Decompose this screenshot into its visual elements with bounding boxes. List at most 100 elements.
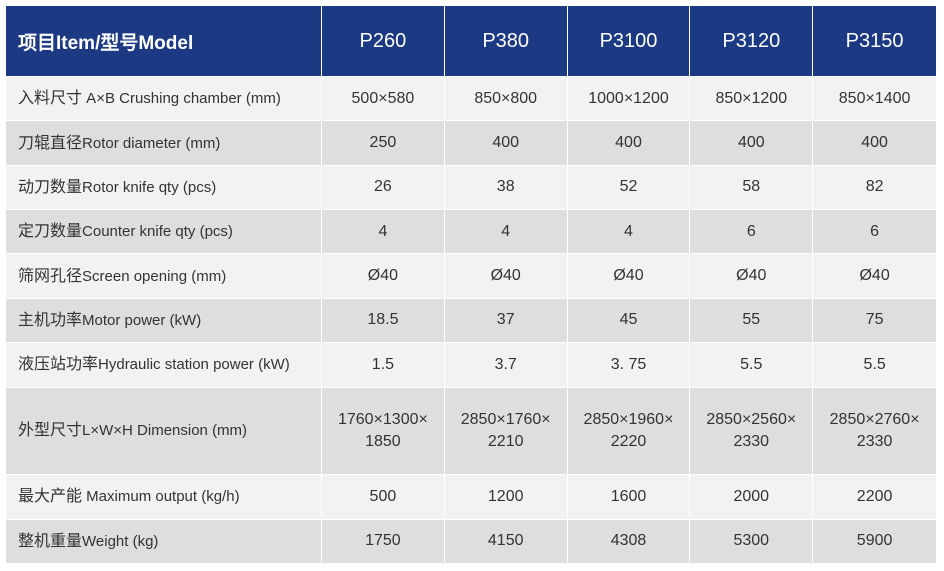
table-cell: 4150 bbox=[444, 519, 568, 564]
table-cell: Ø40 bbox=[444, 254, 568, 299]
model-header: P3100 bbox=[567, 6, 691, 77]
table-cell: 850×1400 bbox=[813, 77, 936, 122]
table-cell: 37 bbox=[444, 298, 568, 344]
table-cell: 6 bbox=[690, 210, 814, 255]
table-cell: 55 bbox=[690, 298, 814, 344]
row-label-zh: 筛网孔径 bbox=[18, 265, 83, 285]
row-label-en: Rotor knife qty (pcs) bbox=[82, 178, 217, 196]
table-cell: 2850×1960× 2220 bbox=[567, 387, 691, 476]
cell-line-1: 2850×1960× bbox=[583, 410, 674, 428]
table-cell: 1.5 bbox=[322, 343, 445, 388]
table-cell: 4 bbox=[322, 210, 445, 255]
table-cell: 2000 bbox=[690, 475, 814, 520]
table-row: 最大产能 Maximum output (kg/h) 500 1200 1600 200… bbox=[6, 475, 936, 520]
row-label-zh: 最大产能 bbox=[18, 486, 83, 506]
table-cell: 82 bbox=[813, 165, 936, 211]
cell-line-1: 2850×1760× bbox=[460, 410, 551, 428]
table-cell: 5300 bbox=[690, 519, 814, 564]
spec-table: 项目Item/型号Model P260 P380 P3100 P3120 P31… bbox=[6, 6, 936, 564]
row-label: 动刀数量Rotor knife qty (pcs) bbox=[6, 165, 322, 211]
header-row: 项目Item/型号Model P260 P380 P3100 P3120 P31… bbox=[6, 6, 936, 77]
table-row: 定刀数量Counter knife qty (pcs) 4 4 4 6 6 bbox=[6, 210, 936, 255]
table-cell: 400 bbox=[567, 121, 691, 166]
table-cell: Ø40 bbox=[813, 254, 936, 299]
table-cell: 5.5 bbox=[813, 343, 936, 388]
row-label-en: Weight (kg) bbox=[82, 532, 159, 550]
table-cell: 58 bbox=[690, 165, 814, 211]
table-row: 入料尺寸 A×B Crushing chamber (mm) 500×580 850… bbox=[6, 77, 936, 122]
cell-line-2: 1850 bbox=[365, 432, 401, 450]
table-cell: 26 bbox=[322, 165, 445, 211]
table-cell: 850×800 bbox=[444, 77, 568, 122]
table-cell: Ø40 bbox=[322, 254, 445, 299]
row-label: 液压站功率Hydraulic station power (kW) bbox=[6, 343, 322, 388]
table-cell: 2200 bbox=[813, 475, 936, 520]
model-header: P3150 bbox=[813, 6, 936, 77]
table-cell: 400 bbox=[444, 121, 568, 166]
row-label-zh: 液压站功率 bbox=[18, 354, 99, 374]
table-row: 液压站功率Hydraulic station power (kW) 1.5 3.7 3… bbox=[6, 343, 936, 388]
row-label: 最大产能 Maximum output (kg/h) bbox=[6, 475, 322, 520]
table-cell: 5900 bbox=[813, 519, 936, 564]
table-cell: 400 bbox=[690, 121, 814, 166]
row-label: 入料尺寸 A×B Crushing chamber (mm) bbox=[6, 77, 322, 122]
cell-line-2: 2210 bbox=[487, 432, 524, 450]
row-label-en: A×B Crushing chamber (mm) bbox=[82, 90, 281, 108]
row-label: 主机功率Motor power (kW) bbox=[6, 298, 322, 344]
row-label-en: Motor power (kW) bbox=[82, 311, 202, 329]
table-cell: 6 bbox=[813, 210, 936, 255]
row-label-zh: 入料尺寸 bbox=[18, 88, 83, 108]
row-label-zh: 刀辊直径 bbox=[18, 132, 83, 152]
table-cell: 3.7 bbox=[444, 343, 568, 388]
row-label: 整机重量Weight (kg) bbox=[6, 519, 322, 564]
row-label-en: Counter knife qty (pcs) bbox=[82, 223, 233, 241]
table-cell: 18.5 bbox=[322, 298, 445, 344]
row-label: 筛网孔径Screen opening (mm) bbox=[6, 254, 322, 299]
table-row: 主机功率Motor power (kW) 18.5 37 45 55 75 bbox=[6, 298, 936, 344]
table-row: 外型尺寸L×W×H Dimension (mm) 1760×1300× 1850 28… bbox=[6, 387, 936, 476]
table-cell: 4 bbox=[567, 210, 691, 255]
cell-line-2: 2330 bbox=[733, 432, 770, 450]
row-label-zh: 定刀数量 bbox=[18, 221, 83, 241]
header-item-model: 项目Item/型号Model bbox=[6, 6, 322, 77]
cell-line-2: 2330 bbox=[856, 432, 893, 450]
table-cell: 2850×1760× 2210 bbox=[444, 387, 568, 476]
cell-line-1: 1760×1300× bbox=[337, 410, 428, 428]
table-cell: 3. 75 bbox=[567, 343, 691, 388]
table-cell: 52 bbox=[567, 165, 691, 211]
table-row: 筛网孔径Screen opening (mm) Ø40 Ø40 Ø40 Ø40 Ø40 bbox=[6, 254, 936, 299]
table-cell: 850×1200 bbox=[690, 77, 814, 122]
row-label-en: Maximum output (kg/h) bbox=[82, 488, 240, 506]
row-label-zh: 外型尺寸 bbox=[18, 420, 83, 440]
table-cell: Ø40 bbox=[567, 254, 691, 299]
table-cell: 250 bbox=[322, 121, 445, 166]
table-cell: 1200 bbox=[444, 475, 568, 520]
table-cell: Ø40 bbox=[690, 254, 814, 299]
table-cell: 2850×2560× 2330 bbox=[690, 387, 814, 476]
table-cell: 500 bbox=[322, 475, 445, 520]
cell-line-1: 2850×2760× bbox=[829, 410, 920, 428]
row-label-en: Rotor diameter (mm) bbox=[82, 134, 221, 152]
table-row: 刀辊直径Rotor diameter (mm) 250 400 400 400 400 bbox=[6, 121, 936, 166]
model-header: P260 bbox=[322, 6, 445, 77]
cell-line-1: 2850×2560× bbox=[706, 410, 797, 428]
table-cell: 1760×1300× 1850 bbox=[322, 387, 445, 476]
row-label-en: Hydraulic station power (kW) bbox=[98, 356, 290, 374]
table-row: 动刀数量Rotor knife qty (pcs) 26 38 52 58 82 bbox=[6, 165, 936, 211]
cell-line-2: 2220 bbox=[610, 432, 647, 450]
table-cell: 75 bbox=[813, 298, 936, 344]
table-cell: 4308 bbox=[567, 519, 691, 564]
row-label-en: L×W×H Dimension (mm) bbox=[82, 422, 248, 440]
row-label: 定刀数量Counter knife qty (pcs) bbox=[6, 210, 322, 255]
row-label-zh: 主机功率 bbox=[18, 309, 83, 329]
table-cell: 45 bbox=[567, 298, 691, 344]
table-row: 整机重量Weight (kg) 1750 4150 4308 5300 5900 bbox=[6, 519, 936, 564]
table-cell: 5.5 bbox=[690, 343, 814, 388]
row-label: 外型尺寸L×W×H Dimension (mm) bbox=[6, 387, 322, 476]
model-header: P380 bbox=[444, 6, 568, 77]
table-cell: 400 bbox=[813, 121, 936, 166]
table-cell: 1600 bbox=[567, 475, 691, 520]
row-label-en: Screen opening (mm) bbox=[82, 267, 227, 285]
row-label-zh: 整机重量 bbox=[18, 530, 83, 550]
row-label-zh: 动刀数量 bbox=[18, 176, 83, 196]
